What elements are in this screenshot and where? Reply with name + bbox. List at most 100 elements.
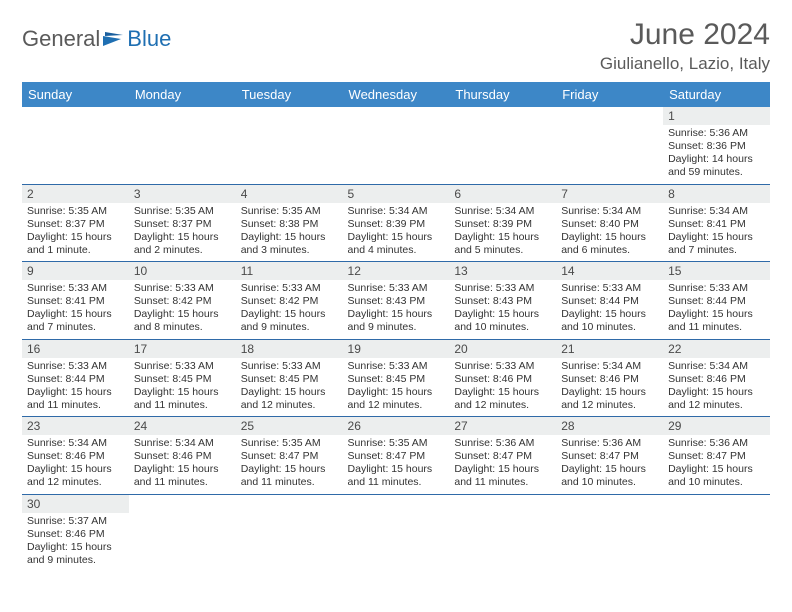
daylight-text: Daylight: 15 hours and 10 minutes.	[454, 308, 551, 334]
calendar-cell: 19Sunrise: 5:33 AMSunset: 8:45 PMDayligh…	[343, 339, 450, 417]
sunset-text: Sunset: 8:46 PM	[668, 373, 765, 386]
calendar-cell: 24Sunrise: 5:34 AMSunset: 8:46 PMDayligh…	[129, 417, 236, 495]
logo: General Blue	[22, 18, 171, 52]
day-number: 14	[556, 262, 663, 280]
sunset-text: Sunset: 8:47 PM	[454, 450, 551, 463]
sunrise-text: Sunrise: 5:34 AM	[134, 437, 231, 450]
sunrise-text: Sunrise: 5:33 AM	[348, 360, 445, 373]
day-header: Sunday	[22, 82, 129, 107]
sunset-text: Sunset: 8:37 PM	[27, 218, 124, 231]
day-number: 13	[449, 262, 556, 280]
day-info: Sunrise: 5:33 AMSunset: 8:45 PMDaylight:…	[241, 360, 338, 413]
daylight-text: Daylight: 15 hours and 11 minutes.	[134, 386, 231, 412]
calendar-cell: 11Sunrise: 5:33 AMSunset: 8:42 PMDayligh…	[236, 262, 343, 340]
day-header: Tuesday	[236, 82, 343, 107]
day-info: Sunrise: 5:33 AMSunset: 8:41 PMDaylight:…	[27, 282, 124, 335]
calendar-cell: 3Sunrise: 5:35 AMSunset: 8:37 PMDaylight…	[129, 184, 236, 262]
calendar-cell	[129, 107, 236, 184]
sunset-text: Sunset: 8:46 PM	[454, 373, 551, 386]
day-number: 1	[663, 107, 770, 125]
day-number: 16	[22, 340, 129, 358]
day-info: Sunrise: 5:33 AMSunset: 8:42 PMDaylight:…	[134, 282, 231, 335]
daylight-text: Daylight: 14 hours and 59 minutes.	[668, 153, 765, 179]
day-info: Sunrise: 5:33 AMSunset: 8:45 PMDaylight:…	[134, 360, 231, 413]
day-info: Sunrise: 5:36 AMSunset: 8:47 PMDaylight:…	[454, 437, 551, 490]
sunset-text: Sunset: 8:45 PM	[134, 373, 231, 386]
day-number: 21	[556, 340, 663, 358]
calendar-cell: 14 Sunrise: 5:33 AMSunset: 8:44 PMDayligh…	[556, 262, 663, 340]
daylight-text: Daylight: 15 hours and 7 minutes.	[668, 231, 765, 257]
sunrise-text: Sunrise: 5:33 AM	[454, 282, 551, 295]
page-title: June 2024	[600, 18, 770, 52]
sunset-text: Sunset: 8:41 PM	[668, 218, 765, 231]
day-info: Sunrise: 5:34 AMSunset: 8:46 PMDaylight:…	[561, 360, 658, 413]
sunset-text: Sunset: 8:38 PM	[241, 218, 338, 231]
calendar-cell: 13Sunrise: 5:33 AMSunset: 8:43 PMDayligh…	[449, 262, 556, 340]
sunrise-text: Sunrise: 5:34 AM	[561, 360, 658, 373]
day-info: Sunrise: 5:33 AMSunset: 8:43 PMDaylight:…	[348, 282, 445, 335]
day-info: Sunrise: 5:34 AMSunset: 8:46 PMDaylight:…	[27, 437, 124, 490]
daylight-text: Daylight: 15 hours and 12 minutes.	[348, 386, 445, 412]
calendar-cell: 29Sunrise: 5:36 AMSunset: 8:47 PMDayligh…	[663, 417, 770, 495]
calendar-cell: 16Sunrise: 5:33 AMSunset: 8:44 PMDayligh…	[22, 339, 129, 417]
daylight-text: Daylight: 15 hours and 3 minutes.	[241, 231, 338, 257]
day-info: Sunrise: 5:34 AMSunset: 8:39 PMDaylight:…	[454, 205, 551, 258]
day-info: Sunrise: 5:33 AMSunset: 8:44 PMDaylight:…	[561, 282, 658, 335]
calendar-cell	[343, 107, 450, 184]
location: Giulianello, Lazio, Italy	[600, 54, 770, 74]
sunset-text: Sunset: 8:47 PM	[561, 450, 658, 463]
day-number: 26	[343, 417, 450, 435]
sunrise-text: Sunrise: 5:33 AM	[561, 282, 658, 295]
sunset-text: Sunset: 8:43 PM	[348, 295, 445, 308]
calendar-cell: 8 Sunrise: 5:34 AMSunset: 8:41 PMDaylight…	[663, 184, 770, 262]
calendar-week: 30Sunrise: 5:37 AMSunset: 8:46 PMDayligh…	[22, 494, 770, 571]
calendar-cell: 22Sunrise: 5:34 AMSunset: 8:46 PMDayligh…	[663, 339, 770, 417]
day-number: 8	[663, 185, 770, 203]
sunset-text: Sunset: 8:44 PM	[561, 295, 658, 308]
sunrise-text: Sunrise: 5:34 AM	[454, 205, 551, 218]
calendar-week: 16Sunrise: 5:33 AMSunset: 8:44 PMDayligh…	[22, 339, 770, 417]
day-number: 7	[556, 185, 663, 203]
daylight-text: Daylight: 15 hours and 10 minutes.	[668, 463, 765, 489]
sunrise-text: Sunrise: 5:33 AM	[241, 282, 338, 295]
sunset-text: Sunset: 8:45 PM	[241, 373, 338, 386]
calendar-cell	[343, 494, 450, 571]
sunrise-text: Sunrise: 5:33 AM	[454, 360, 551, 373]
sunset-text: Sunset: 8:37 PM	[134, 218, 231, 231]
day-number: 15	[663, 262, 770, 280]
day-number: 23	[22, 417, 129, 435]
calendar-cell	[449, 494, 556, 571]
sunset-text: Sunset: 8:45 PM	[348, 373, 445, 386]
day-number: 6	[449, 185, 556, 203]
sunrise-text: Sunrise: 5:33 AM	[27, 282, 124, 295]
sunrise-text: Sunrise: 5:37 AM	[27, 515, 124, 528]
calendar-cell	[236, 107, 343, 184]
day-info: Sunrise: 5:36 AMSunset: 8:36 PMDaylight:…	[668, 127, 765, 180]
calendar-cell	[556, 107, 663, 184]
daylight-text: Daylight: 15 hours and 11 minutes.	[27, 386, 124, 412]
day-info: Sunrise: 5:35 AMSunset: 8:47 PMDaylight:…	[241, 437, 338, 490]
day-info: Sunrise: 5:33 AMSunset: 8:44 PMDaylight:…	[668, 282, 765, 335]
sunrise-text: Sunrise: 5:36 AM	[454, 437, 551, 450]
sunset-text: Sunset: 8:46 PM	[27, 528, 124, 541]
day-info: Sunrise: 5:34 AMSunset: 8:40 PMDaylight:…	[561, 205, 658, 258]
day-number: 12	[343, 262, 450, 280]
day-number: 30	[22, 495, 129, 513]
calendar-cell: 2Sunrise: 5:35 AMSunset: 8:37 PMDaylight…	[22, 184, 129, 262]
day-header: Monday	[129, 82, 236, 107]
day-header: Saturday	[663, 82, 770, 107]
day-header: Friday	[556, 82, 663, 107]
daylight-text: Daylight: 15 hours and 12 minutes.	[241, 386, 338, 412]
flag-icon	[103, 32, 125, 46]
daylight-text: Daylight: 15 hours and 2 minutes.	[134, 231, 231, 257]
sunrise-text: Sunrise: 5:34 AM	[668, 205, 765, 218]
day-info: Sunrise: 5:34 AMSunset: 8:41 PMDaylight:…	[668, 205, 765, 258]
header: General Blue June 2024 Giulianello, Lazi…	[22, 18, 770, 74]
calendar-cell: 23 Sunrise: 5:34 AMSunset: 8:46 PMDayligh…	[22, 417, 129, 495]
sunset-text: Sunset: 8:42 PM	[241, 295, 338, 308]
daylight-text: Daylight: 15 hours and 11 minutes.	[454, 463, 551, 489]
calendar-table: Sunday Monday Tuesday Wednesday Thursday…	[22, 82, 770, 571]
sunrise-text: Sunrise: 5:35 AM	[27, 205, 124, 218]
day-number: 27	[449, 417, 556, 435]
day-info: Sunrise: 5:35 AMSunset: 8:37 PMDaylight:…	[134, 205, 231, 258]
